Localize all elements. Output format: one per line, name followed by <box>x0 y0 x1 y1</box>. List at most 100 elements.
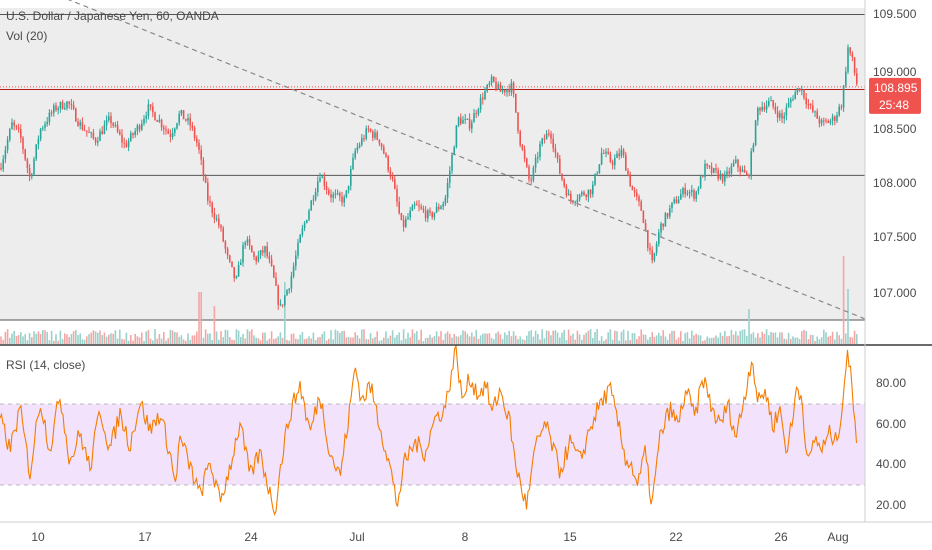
volume-bar <box>187 333 189 344</box>
candle-body <box>350 168 352 186</box>
candle-body <box>451 155 453 171</box>
candle-body <box>644 222 647 231</box>
volume-bar <box>697 335 700 344</box>
volume-bar <box>565 340 568 344</box>
candle-body <box>61 102 64 109</box>
volume-bar <box>165 340 167 344</box>
price-range-shade <box>0 8 865 320</box>
symbol-title[interactable]: U.S. Dollar / Japanese Yen, 60, OANDA <box>6 9 219 23</box>
price-tick-label: 109.000 <box>873 65 917 79</box>
volume-bar <box>365 339 367 344</box>
volume-bar <box>477 338 480 344</box>
candle-body <box>402 219 405 227</box>
price-axis[interactable]: 109.500 109.000 108.500 108.000 107.500 107.0… <box>873 7 917 300</box>
candle-body <box>605 151 607 154</box>
volume-bar <box>77 335 79 344</box>
volume-bar <box>332 339 334 344</box>
candle-body <box>655 244 658 254</box>
rsi-tick-label: 80.00 <box>876 376 906 390</box>
volume-bar <box>94 331 97 344</box>
volume-bar <box>721 335 724 344</box>
volume-bar <box>422 340 425 344</box>
candle-body <box>825 120 827 122</box>
volume-bar <box>299 334 301 344</box>
volume-bar <box>805 330 807 344</box>
volume-bar <box>244 338 246 344</box>
candle-body <box>526 158 528 167</box>
candle-body <box>77 121 79 126</box>
volume-bar <box>262 332 264 344</box>
volume-bar <box>704 340 706 344</box>
candle-body <box>427 210 429 219</box>
volume-bar <box>726 336 728 344</box>
volume-bar <box>396 335 398 344</box>
candle-body <box>530 179 532 181</box>
volume-bar <box>358 338 361 344</box>
volume-bar <box>389 335 392 344</box>
rsi-axis[interactable]: 80.00 60.00 40.00 20.00 <box>876 376 906 512</box>
volume-bar <box>499 334 502 344</box>
candle-body <box>805 97 807 105</box>
volume-bar <box>851 337 854 344</box>
price-tick-label: 108.000 <box>873 176 917 190</box>
volume-bar <box>42 330 44 344</box>
candle-body <box>244 242 246 246</box>
candle-body <box>482 97 484 100</box>
volume-bar <box>431 337 433 344</box>
volume-bar <box>138 337 141 344</box>
volume-bar <box>127 340 130 344</box>
volume-bar <box>308 336 310 344</box>
candle-body <box>444 197 447 204</box>
candle-body <box>554 148 557 153</box>
volume-bar <box>182 339 185 344</box>
candle-body <box>429 210 431 213</box>
candle-body <box>174 128 176 133</box>
candle-body <box>116 124 119 132</box>
volume-bar <box>132 340 134 344</box>
volume-bar <box>229 337 231 344</box>
volume-bar <box>193 335 196 344</box>
candle-body <box>490 76 493 84</box>
volume-bar <box>761 331 763 344</box>
volume-bar <box>631 333 634 344</box>
candle-body <box>479 97 482 110</box>
candle-body <box>86 130 88 132</box>
candle-body <box>275 277 277 286</box>
candle-body <box>31 174 33 177</box>
candle-body <box>50 112 53 114</box>
volume-bar <box>532 336 535 344</box>
candle-body <box>233 266 235 279</box>
candle-body <box>57 108 59 111</box>
volume-bar <box>178 336 180 344</box>
volume-bar <box>611 339 614 344</box>
volume-bar <box>86 336 88 344</box>
volume-bar <box>198 292 200 344</box>
volume-bar <box>57 340 59 344</box>
candle-body <box>270 259 273 266</box>
volume-bar <box>739 330 741 344</box>
candle-body <box>99 131 101 141</box>
volume-bar <box>83 339 86 344</box>
candle-body <box>218 218 220 226</box>
volume-indicator-label[interactable]: Vol (20) <box>6 29 47 43</box>
candle-body <box>354 150 356 158</box>
volume-bar <box>666 339 669 344</box>
last-price-tag: 108.895 25:48 <box>869 77 921 114</box>
candle-body <box>204 176 207 183</box>
volume-bar <box>618 340 620 344</box>
time-tick-label: Aug <box>827 530 848 544</box>
dashed-trendline[interactable] <box>0 0 866 320</box>
volume-bar <box>748 309 750 344</box>
time-axis[interactable]: 10 17 24 Jul 8 15 22 26 Aug <box>31 530 848 544</box>
volume-bar <box>154 329 156 344</box>
price-tick-label: 107.000 <box>873 286 917 300</box>
volume-bar <box>207 333 209 344</box>
candle-body <box>367 128 370 130</box>
volume-bar <box>807 339 810 344</box>
volume-bar <box>543 338 546 344</box>
candle-body <box>649 247 651 251</box>
rsi-indicator-label[interactable]: RSI (14, close) <box>6 358 85 372</box>
candle-body <box>26 159 29 169</box>
volume-bar <box>347 336 350 344</box>
volume-bar <box>284 282 286 344</box>
